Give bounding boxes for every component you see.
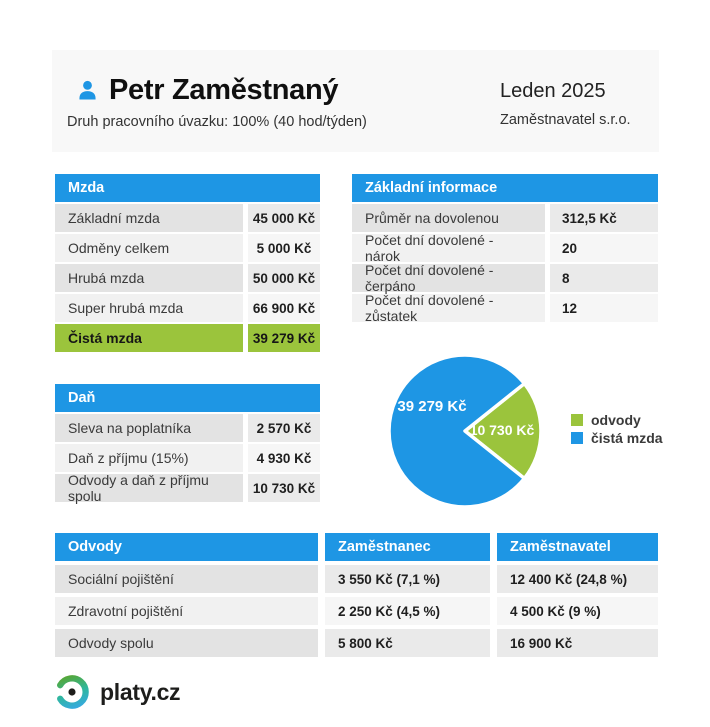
row-label: Počet dní dovolené - nárok — [352, 232, 545, 264]
row-value: 2 250 Kč (4,5 %) — [325, 597, 490, 625]
pie-slice-cista-mzda — [387, 353, 527, 509]
row-label: Odměny celkem — [55, 234, 243, 262]
row-value: 20 — [550, 234, 658, 262]
row-label: Super hrubá mzda — [55, 294, 243, 322]
row-value: 16 900 Kč — [497, 629, 658, 657]
row-value: 4 930 Kč — [248, 444, 320, 472]
table-mzda-header: Mzda — [55, 174, 320, 202]
platy-logo-text: platy.cz — [100, 678, 181, 705]
table-row: Odměny celkem 5 000 Kč — [55, 234, 320, 262]
table-odvody-header-zamestnanec: Zaměstnanec — [325, 533, 490, 561]
employer-label: Zaměstnavatel s.r.o. — [500, 112, 631, 128]
row-value: 45 000 Kč — [248, 204, 320, 232]
title-row: Petr Zaměstnaný — [76, 74, 339, 107]
legend-label-odvody: odvody — [591, 412, 641, 428]
table-row: Super hrubá mzda 66 900 Kč — [55, 294, 320, 322]
row-value: 66 900 Kč — [248, 294, 320, 322]
row-value: 4 500 Kč (9 %) — [497, 597, 658, 625]
row-label: Daň z příjmu (15%) — [55, 444, 243, 472]
row-value: 5 000 Kč — [248, 234, 320, 262]
row-value: 5 800 Kč — [325, 629, 490, 657]
table-dan-header: Daň — [55, 384, 320, 412]
period-label: Leden 2025 — [500, 80, 606, 102]
table-odvody-header-row: Odvody Zaměstnanec Zaměstnavatel — [55, 533, 658, 561]
legend-swatch-odvody — [571, 414, 583, 426]
table-row: Sleva na poplatníka 2 570 Kč — [55, 414, 320, 442]
table-row: Odvody a daň z příjmu spolu 10 730 Kč — [55, 472, 320, 504]
table-zakladni-informace: Základní informace Průměr na dovolenou 31… — [352, 174, 658, 324]
work-type-subtitle: Druh pracovního úvazku: 100% (40 hod/týd… — [67, 114, 367, 130]
table-row: Čistá mzda 39 279 Kč — [55, 324, 320, 352]
row-label: Odvody spolu — [55, 629, 318, 657]
table-row: Počet dní dovolené - zůstatek 12 — [352, 292, 658, 324]
table-dan-body: Sleva na poplatníka 2 570 Kč Daň z příjmu … — [55, 414, 320, 504]
pie-legend: odvody čistá mzda — [571, 412, 663, 450]
header-card: Petr Zaměstnaný Druh pracovního úvazku: … — [52, 50, 659, 152]
table-row: Daň z příjmu (15%) 4 930 Kč — [55, 444, 320, 472]
row-label: Sleva na poplatníka — [55, 414, 243, 442]
table-row: Zdravotní pojištění 2 250 Kč (4,5 %) 4 500… — [55, 597, 658, 625]
row-value: 8 — [550, 264, 658, 292]
table-row: Základní mzda 45 000 Kč — [55, 204, 320, 232]
row-label: Zdravotní pojištění — [55, 597, 318, 625]
row-value: 3 550 Kč (7,1 %) — [325, 565, 490, 593]
table-zakladni-header: Základní informace — [352, 174, 658, 202]
table-row: Hrubá mzda 50 000 Kč — [55, 264, 320, 292]
table-row: Počet dní dovolené - nárok 20 — [352, 232, 658, 264]
row-value: 2 570 Kč — [248, 414, 320, 442]
row-label: Hrubá mzda — [55, 264, 243, 292]
pie-slice-odvody — [463, 381, 543, 481]
table-row: Sociální pojištění 3 550 Kč (7,1 %) 12 400… — [55, 565, 658, 593]
table-odvody-body: Sociální pojištění 3 550 Kč (7,1 %) 12 400… — [55, 565, 658, 657]
legend-item-cista-mzda: čistá mzda — [571, 430, 663, 446]
row-label: Počet dní dovolené - čerpáno — [352, 262, 545, 294]
row-label: Počet dní dovolené - zůstatek — [352, 292, 545, 324]
pie-chart: 39 279 Kč 10 730 Kč — [387, 353, 543, 509]
row-label: Sociální pojištění — [55, 565, 318, 593]
table-odvody-header-odvody: Odvody — [55, 533, 318, 561]
row-label: Průměr na dovolenou — [352, 204, 545, 232]
period-block: Leden 2025 Zaměstnavatel s.r.o. — [500, 80, 631, 128]
row-label: Odvody a daň z příjmu spolu — [55, 472, 243, 504]
legend-swatch-cista-mzda — [571, 432, 583, 444]
table-odvody: Odvody Zaměstnanec Zaměstnavatel Sociáln… — [55, 533, 658, 657]
table-row: Počet dní dovolené - čerpáno 8 — [352, 262, 658, 294]
row-value: 50 000 Kč — [248, 264, 320, 292]
table-dan: Daň Sleva na poplatníka 2 570 Kč Daň z pří… — [55, 384, 320, 504]
pie-label-cista-mzda: 39 279 Kč — [397, 398, 466, 415]
table-mzda-body: Základní mzda 45 000 Kč Odměny celkem 5 000… — [55, 204, 320, 352]
pie-label-odvody: 10 730 Kč — [470, 422, 535, 438]
table-zakladni-body: Průměr na dovolenou 312,5 Kč Počet dní dov… — [352, 204, 658, 324]
platy-logo[interactable]: platy.cz — [51, 671, 181, 713]
platy-logo-icon — [57, 675, 89, 709]
row-label: Čistá mzda — [55, 324, 243, 352]
person-icon — [79, 80, 96, 100]
table-row: Průměr na dovolenou 312,5 Kč — [352, 204, 658, 232]
table-mzda: Mzda Základní mzda 45 000 Kč Odměny celkem… — [55, 174, 320, 352]
legend-label-cista-mzda: čistá mzda — [591, 430, 663, 446]
row-value: 39 279 Kč — [248, 324, 320, 352]
row-value: 10 730 Kč — [248, 474, 320, 502]
table-odvody-header-zamestnavatel: Zaměstnavatel — [497, 533, 658, 561]
legend-item-odvody: odvody — [571, 412, 663, 428]
row-value: 12 — [550, 294, 658, 322]
row-value: 312,5 Kč — [550, 204, 658, 232]
row-value: 12 400 Kč (24,8 %) — [497, 565, 658, 593]
row-label: Základní mzda — [55, 204, 243, 232]
table-row: Odvody spolu 5 800 Kč 16 900 Kč — [55, 629, 658, 657]
page-title: Petr Zaměstnaný — [109, 74, 339, 106]
